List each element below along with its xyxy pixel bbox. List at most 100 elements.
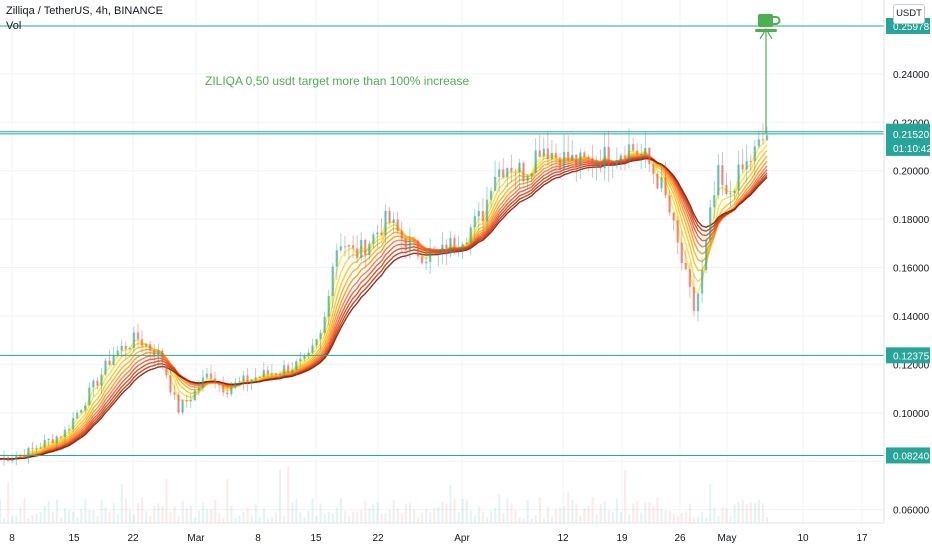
volume-bar — [441, 501, 444, 523]
candle-body — [692, 286, 696, 312]
candle-body — [43, 439, 46, 448]
volume-bar — [514, 510, 517, 523]
candle-body — [270, 373, 274, 375]
candle-body — [250, 379, 253, 383]
price-tick-label: 0.06000 — [893, 506, 930, 517]
volume-bar — [721, 507, 724, 523]
horizontal-levels[interactable] — [0, 25, 884, 456]
volume-bar — [717, 515, 720, 523]
candle-body — [136, 332, 140, 340]
volume-bar — [530, 518, 533, 523]
candle-body — [388, 210, 391, 223]
candle-body — [725, 184, 728, 195]
volume-bar — [599, 504, 602, 523]
volume-bar — [615, 498, 619, 523]
volume-bar — [485, 516, 489, 523]
candle-body — [518, 162, 521, 173]
volume-bar — [161, 506, 164, 523]
candle-body — [39, 447, 42, 449]
volume-bar — [0, 499, 2, 523]
candle-body — [327, 296, 330, 317]
time-tick-label: Mar — [187, 533, 205, 544]
volume-bar — [380, 513, 383, 523]
volume-bar — [404, 503, 408, 523]
price-tag[interactable] — [886, 447, 930, 464]
volume-bar — [141, 497, 144, 523]
volume-bar — [368, 507, 371, 523]
time-tick-label: 10 — [797, 533, 809, 544]
volume-bar — [676, 515, 679, 523]
chart-header: Zilliqa / TetherUS, 4h, BINANCE Vol — [6, 4, 163, 34]
volume-bar — [364, 501, 367, 523]
price-tag[interactable] — [886, 347, 930, 364]
candle-body — [542, 148, 545, 157]
volume-bar — [376, 502, 379, 523]
volume-bar — [684, 511, 688, 523]
volume-bar — [214, 499, 217, 523]
volume-bar — [506, 498, 509, 523]
price-tick-label: 0.10000 — [893, 409, 930, 420]
volume-bar — [254, 504, 257, 523]
candle-body — [481, 211, 485, 222]
candle-body — [92, 380, 95, 388]
volume-bar — [494, 507, 497, 523]
volume-bar — [274, 512, 278, 523]
candle-body — [335, 250, 339, 267]
candle-body — [262, 370, 265, 377]
volume-bar — [392, 499, 395, 523]
volume-bar — [303, 517, 306, 523]
time-tick-label: 19 — [616, 533, 628, 544]
candle-body — [510, 167, 513, 172]
volume-bar — [283, 515, 286, 523]
volume-bar — [384, 513, 387, 523]
volume-bar — [352, 511, 355, 523]
price-axis[interactable]: 0.06000 0.10000 0.12000 0.14000 0.16000 0.180… — [883, 0, 932, 550]
candle-body — [717, 165, 720, 196]
candle-body — [749, 161, 752, 163]
volume-bar — [132, 514, 136, 523]
candle-body — [201, 377, 205, 388]
candle-body — [465, 242, 468, 245]
candle-body — [278, 373, 282, 375]
candle-body — [392, 219, 395, 223]
price-tick-label: 0.14000 — [893, 312, 930, 323]
volume-bar — [469, 510, 472, 523]
volume-bar — [697, 516, 700, 523]
price-tick-label: 0.24000 — [893, 70, 930, 81]
volume-bar — [197, 510, 201, 523]
volume-bar — [7, 482, 10, 523]
volume-bar — [136, 503, 140, 523]
candle-body — [639, 154, 643, 156]
volume-bar — [335, 507, 339, 523]
ma-ribbon-line — [0, 144, 768, 461]
currency-button[interactable]: USDT — [893, 4, 925, 24]
time-tick-label: 17 — [856, 533, 868, 544]
candle-body — [343, 246, 347, 248]
time-tick-label: 15 — [68, 533, 80, 544]
volume-bar — [632, 503, 635, 523]
volume-bar — [23, 497, 26, 523]
volume-bar — [729, 516, 732, 523]
volume-bar — [39, 512, 42, 523]
arrow-head — [759, 27, 773, 40]
ma-ribbon — [0, 139, 768, 461]
candle-body — [226, 392, 229, 395]
volume-bar — [741, 499, 744, 523]
volume-bar — [343, 511, 347, 523]
time-axis[interactable]: 8 15 22 Mar 8 15 22 Apr 12 19 26 May 10 17 — [0, 522, 884, 550]
ma-ribbon-line — [0, 157, 768, 460]
time-tick-label: May — [718, 533, 737, 544]
candle-body — [571, 154, 574, 161]
candle-body — [575, 154, 578, 166]
price-tag[interactable] — [886, 125, 930, 156]
volume-bar — [656, 497, 659, 523]
candle-body — [623, 155, 627, 161]
candle-body — [290, 369, 294, 373]
candle-body — [648, 148, 651, 165]
volume-bar — [692, 517, 696, 523]
volume-bar — [234, 517, 237, 523]
candle-body — [449, 238, 452, 254]
candle-body — [566, 151, 570, 161]
